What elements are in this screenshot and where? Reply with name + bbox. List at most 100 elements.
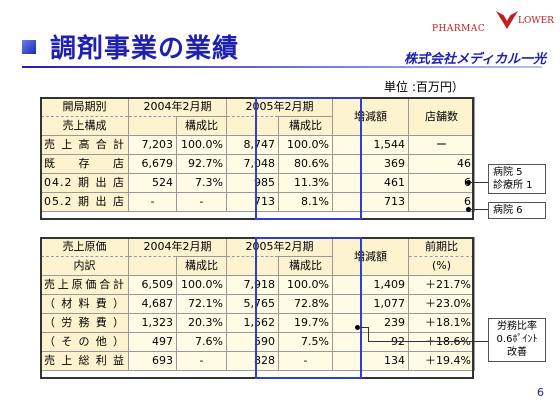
title-bullet-icon [22, 40, 36, 54]
prev-ratio-value: ＋19.4% [408, 351, 475, 371]
ratio-2004: 20.3% [176, 313, 227, 333]
callout-connector [470, 209, 488, 210]
store-count: 6 [408, 173, 475, 193]
value-2005: 590 [226, 332, 279, 352]
page-number: 6 [537, 386, 544, 399]
change-value: 134 [332, 351, 409, 371]
value-2005: 1,562 [226, 313, 279, 333]
value-2005: 7,048 [226, 154, 279, 174]
flower-logo-icon [496, 11, 518, 29]
table-row: 05.2期出店 - - 713 8.1% 713 6 [40, 192, 475, 212]
row-label: 05.2期出店 [40, 192, 129, 212]
change-value: 461 [332, 173, 409, 193]
ratio-2004: 7.6% [176, 332, 227, 352]
ratio-2005: - [278, 351, 333, 371]
table-row: （労務費） 1,323 20.3% 1,562 19.7% 239 ＋18.1% [40, 313, 475, 333]
change-value: 369 [332, 154, 409, 174]
callout-connector [359, 327, 369, 328]
callout-line: 病院 5 [493, 167, 523, 178]
ratio-2005: 7.5% [278, 332, 333, 352]
cost-breakdown-table: 売上原価 2004年2月期 2005年2月期 増減額 前期比 内訳 構成比 構成… [40, 237, 475, 371]
row-label: （その他） [40, 332, 129, 352]
callout-anchor-dot [355, 325, 360, 330]
callout-line: 病院 6 [493, 205, 523, 216]
value-2005: 8,747 [226, 135, 279, 155]
callout-stores-0502: 病院 6 [488, 202, 546, 219]
row-header-label: 売上原価 [40, 237, 129, 257]
callout-connector [368, 341, 488, 342]
change-value: 239 [332, 313, 409, 333]
value-2004: 4,687 [128, 294, 177, 314]
row-header-label: 売上構成 [40, 116, 129, 136]
change-value: 92 [332, 332, 409, 352]
callout-anchor-dot [466, 207, 471, 212]
value-2004: 524 [128, 173, 177, 193]
company-name: 株式会社メディカル一光 [404, 52, 547, 67]
table-row: 既 存 店 6,679 92.7% 7,048 80.6% 369 46 [40, 154, 475, 174]
store-count: 6 [408, 192, 475, 212]
period-2005-header: 2005年2月期 [226, 97, 333, 117]
ratio-header-2004: 構成比 [176, 256, 227, 276]
ratio-2004: 7.3% [176, 173, 227, 193]
ratio-2005: 72.8% [278, 294, 333, 314]
value-2005: 7,918 [226, 275, 279, 295]
ratio-header-2005: 構成比 [278, 116, 333, 136]
header-spacer [128, 116, 177, 136]
row-label: 04.2期出店 [40, 173, 129, 193]
callout-line: 改善 [507, 347, 527, 358]
ratio-2005: 100.0% [278, 275, 333, 295]
change-value: 713 [332, 192, 409, 212]
callout-line: 診療所 1 [493, 180, 533, 191]
title-underline [22, 66, 542, 68]
table-row: 売上総利益 693 - 828 - 134 ＋19.4% [40, 351, 475, 371]
store-count: ー [408, 135, 475, 155]
table-row: 04.2期出店 524 7.3% 985 11.3% 461 6 [40, 173, 475, 193]
row-label: 既 存 店 [40, 154, 129, 174]
row-header-label: 開局期別 [40, 97, 129, 117]
callout-labor-ratio: 労務比率 0.6ﾎﾟｲﾝﾄ 改善 [488, 318, 546, 362]
ratio-2004: 92.7% [176, 154, 227, 174]
ratio-2004: - [176, 351, 227, 371]
row-header-label: 内訳 [40, 256, 129, 276]
sales-composition-table: 開局期別 2004年2月期 2005年2月期 増減額 店舗数 売上構成 構成比 … [40, 97, 475, 212]
value-2004: 6,679 [128, 154, 177, 174]
value-2004: 693 [128, 351, 177, 371]
period-2004-header: 2004年2月期 [128, 97, 227, 117]
period-2004-header: 2004年2月期 [128, 237, 227, 257]
store-count: 46 [408, 154, 475, 174]
change-value: 1,077 [332, 294, 409, 314]
row-label: 売上総利益 [40, 351, 129, 371]
prev-ratio-value: ＋21.7% [408, 275, 475, 295]
row-label: （材料費） [40, 294, 129, 314]
value-2004: 1,323 [128, 313, 177, 333]
value-2005: 985 [226, 173, 279, 193]
row-label: （労務費） [40, 313, 129, 333]
prev-ratio-header: 前期比 [408, 237, 475, 257]
unit-label: 単位 :百万円） [384, 80, 464, 94]
stores-header: 店舗数 [408, 97, 475, 136]
ratio-2005: 80.6% [278, 154, 333, 174]
callout-line: 0.6ﾎﾟｲﾝﾄ [496, 334, 538, 345]
value-2004: 497 [128, 332, 177, 352]
logo-text-left: PHARMAC [432, 24, 486, 34]
prev-ratio-value: ＋18.6% [408, 332, 475, 352]
prev-ratio-value: ＋18.1% [408, 313, 475, 333]
value-2005: 828 [226, 351, 279, 371]
value-2005: 5,765 [226, 294, 279, 314]
prev-ratio-value: ＋23.0% [408, 294, 475, 314]
ratio-2004: 100.0% [176, 135, 227, 155]
ratio-2005: 8.1% [278, 192, 333, 212]
header-spacer [128, 256, 177, 276]
callout-anchor-dot [466, 180, 471, 185]
callout-line: 労務比率 [497, 321, 537, 332]
ratio-2004: 100.0% [176, 275, 227, 295]
value-2004: 7,203 [128, 135, 177, 155]
ratio-header-2004: 構成比 [176, 116, 227, 136]
change-value: 1,544 [332, 135, 409, 155]
change-header: 増減額 [332, 237, 409, 276]
value-2004: - [128, 192, 177, 212]
ratio-2004: - [176, 192, 227, 212]
change-value: 1,409 [332, 275, 409, 295]
ratio-2005: 100.0% [278, 135, 333, 155]
change-header: 増減額 [332, 97, 409, 136]
